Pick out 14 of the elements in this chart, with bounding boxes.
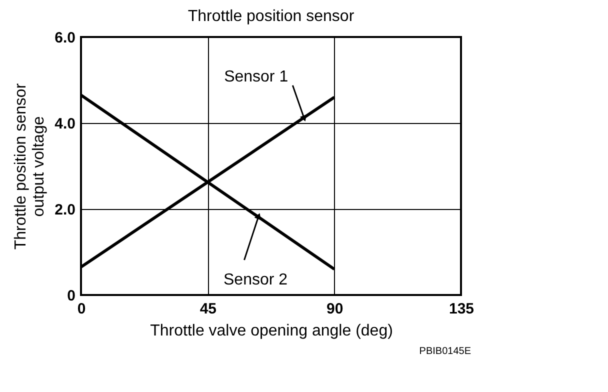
x-tick-label: 45	[200, 300, 217, 318]
x-tick-label: 90	[326, 300, 344, 318]
chart-title: Throttle position sensor	[188, 8, 355, 25]
text: Sensor 1	[224, 68, 288, 86]
x-tick-label: 0	[77, 300, 86, 318]
y-tick-label: 0	[67, 288, 76, 304]
text: PBIB0145E	[419, 346, 472, 357]
y-axis-title: Throttle position sensor output voltage	[12, 82, 48, 250]
x-axis-title: Throttle valve opening angle (deg)	[150, 322, 393, 340]
x-tick-label: 135	[448, 300, 474, 318]
y-tick-label: 4.0	[54, 116, 76, 132]
series-label: Sensor 2	[223, 271, 288, 288]
y-tick-label: 6.0	[54, 30, 76, 46]
y-tick-label: 2.0	[54, 202, 76, 218]
